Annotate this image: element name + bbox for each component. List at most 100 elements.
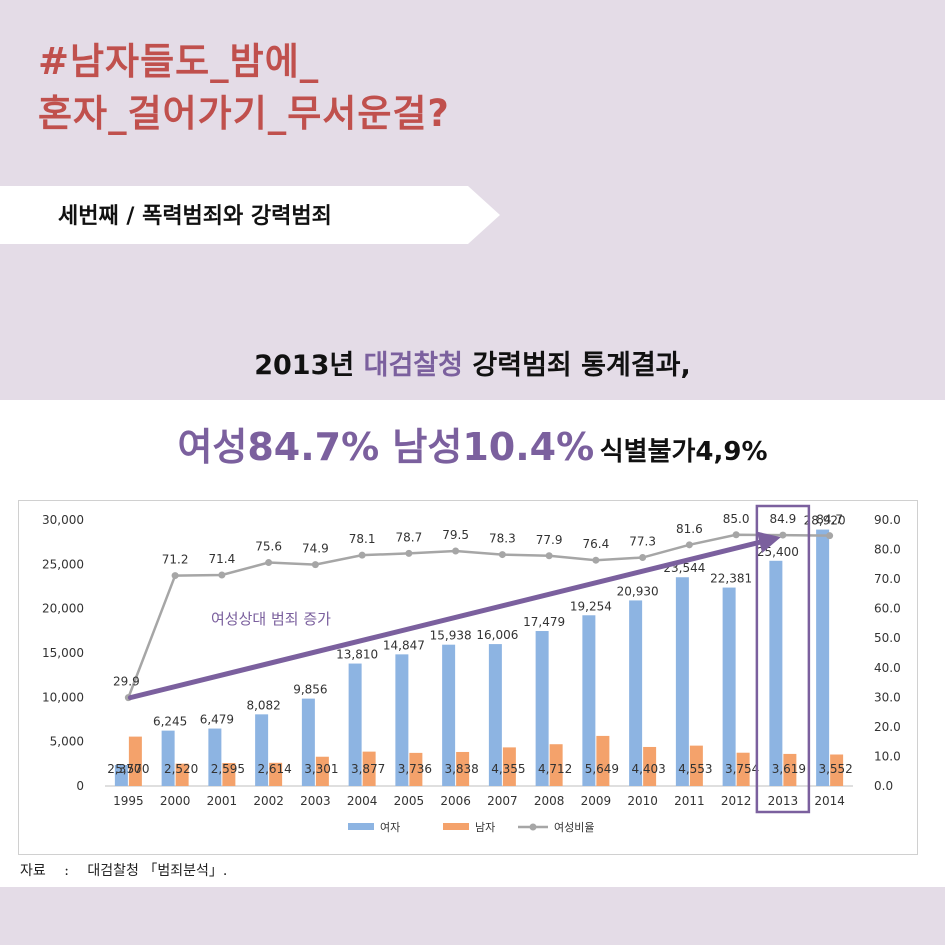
- male-bar: [269, 762, 283, 786]
- headline-line-1: 2013년 대검찰청 강력범죄 통계결과,: [0, 343, 945, 382]
- y-right-tick-label: 40.0: [874, 661, 901, 675]
- ratio-value-label: 75.6: [255, 540, 282, 554]
- source-text: 대검찰청 「범죄분석」.: [87, 863, 228, 879]
- crime-chart: 0 5,000 10,000 15,000 20,000 25,000 30,000 0.0 1…: [18, 500, 918, 855]
- female-bar: [161, 730, 175, 786]
- subtitle-banner: [0, 186, 500, 244]
- x-tick-label: 2001: [207, 794, 238, 808]
- female-value-label: 28,920: [804, 514, 846, 528]
- male-value-label: 3,736: [398, 762, 432, 776]
- ratio-value-label: 77.9: [536, 533, 563, 547]
- source-label: 자료: [20, 863, 46, 879]
- ratio-value-label: 74.9: [302, 542, 329, 556]
- female-bar: [629, 600, 643, 786]
- y-right-tick-label: 90.0: [874, 513, 901, 527]
- y-left-tick-label: 25,000: [42, 557, 84, 571]
- ratio-point: [311, 561, 319, 569]
- male-bar: [128, 736, 142, 786]
- male-bar: [736, 752, 750, 786]
- female-value-label: 20,930: [617, 584, 659, 598]
- female-value-label: 13,810: [336, 648, 378, 662]
- male-bar: [362, 751, 376, 786]
- title-line-1: #남자들도_밤에_: [38, 40, 320, 83]
- page-title: #남자들도_밤에_ 혼자_걸어가기_무서운걸?: [38, 36, 450, 140]
- male-value-label: 5,570: [115, 762, 149, 776]
- female-value-label: 14,847: [383, 638, 425, 652]
- ratio-value-label: 84.7: [816, 513, 843, 527]
- male-value-label: 4,553: [678, 762, 712, 776]
- x-tick-label: 2011: [674, 794, 705, 808]
- male-bar: [409, 752, 423, 786]
- chart-frame: [18, 500, 918, 855]
- male-bar: [222, 762, 236, 786]
- male-bar: [456, 751, 470, 786]
- y-left-tick-label: 30,000: [42, 513, 84, 527]
- x-tick-label: 2003: [300, 794, 331, 808]
- subtitle: 세번째 / 폭력범죄와 강력범죄: [58, 204, 332, 229]
- y-right-tick-label: 50.0: [874, 631, 901, 645]
- male-value-label: 3,301: [304, 762, 338, 776]
- ratio-point: [171, 572, 179, 580]
- ratio-value-label: 85.0: [723, 512, 750, 526]
- x-tick-label: 2007: [487, 794, 518, 808]
- ratio-value-label: 78.3: [489, 532, 516, 546]
- ratio-value-label: 77.3: [629, 535, 656, 549]
- legend-swatch-female: [348, 823, 374, 830]
- female-value-label: 2,370: [107, 762, 141, 776]
- ratio-value-label: 71.4: [209, 552, 236, 566]
- female-bar: [395, 654, 409, 786]
- female-bar: [208, 728, 222, 786]
- x-tick-label: 2000: [160, 794, 191, 808]
- ratio-point: [452, 547, 460, 555]
- x-tick-label: 2013: [768, 794, 799, 808]
- male-value-label: 4,355: [491, 762, 525, 776]
- female-value-label: 16,006: [476, 628, 518, 642]
- female-bar: [301, 698, 315, 786]
- male-value-label: 5,649: [585, 762, 619, 776]
- female-value-label: 9,856: [293, 683, 327, 697]
- source-separator: :: [64, 863, 69, 879]
- female-value-label: 6,245: [153, 715, 187, 729]
- male-bar: [549, 744, 563, 786]
- male-bar: [783, 753, 797, 786]
- trend-arrow-shaft: [127, 539, 763, 701]
- y-right-tick-label: 0.0: [874, 779, 893, 793]
- male-bar: [175, 763, 189, 786]
- ratio-value-label: 79.5: [442, 528, 469, 542]
- x-tick-label: 2006: [440, 794, 471, 808]
- male-value-label: 2,595: [211, 762, 245, 776]
- male-value-label: 2,520: [164, 762, 198, 776]
- ratio-point: [732, 531, 740, 539]
- female-bar: [442, 644, 456, 786]
- female-value-label: 15,938: [430, 629, 472, 643]
- female-bar: [255, 714, 269, 786]
- female-bar: [488, 644, 502, 786]
- y-left-tick-label: 15,000: [42, 646, 84, 660]
- female-value-label: 6,479: [200, 713, 234, 727]
- male-bar: [596, 735, 610, 786]
- ratio-value-label: 78.1: [349, 532, 376, 546]
- male-bar: [830, 754, 844, 786]
- ratio-point: [592, 556, 600, 564]
- x-tick-label: 1995: [113, 794, 144, 808]
- y-right-tick-label: 20.0: [874, 720, 901, 734]
- y-right-tick-label: 30.0: [874, 690, 901, 704]
- y-left-tick-label: 20,000: [42, 602, 84, 616]
- unknown-stat: 식별불가4,9%: [599, 437, 768, 467]
- legend-label-ratio: 여성비율: [554, 821, 594, 834]
- male-bar: [502, 747, 516, 786]
- ratio-point: [405, 549, 413, 557]
- y-left-tick-label: 10,000: [42, 690, 84, 704]
- x-tick-label: 2010: [627, 794, 658, 808]
- male-value-label: 4,403: [631, 762, 665, 776]
- male-value-label: 4,712: [538, 762, 572, 776]
- male-value-label: 3,754: [725, 762, 759, 776]
- headline-line-2: 여성84.7% 남성10.4% 식별불가4,9%: [0, 416, 945, 471]
- male-value-label: 3,552: [818, 762, 852, 776]
- female-bar: [722, 587, 736, 786]
- legend-swatch-male: [443, 823, 469, 830]
- ratio-point: [265, 559, 273, 567]
- legend-swatch-ratio-marker: [529, 823, 537, 831]
- ratio-value-label: 71.2: [162, 553, 189, 567]
- ratio-value-label: 76.4: [583, 537, 610, 551]
